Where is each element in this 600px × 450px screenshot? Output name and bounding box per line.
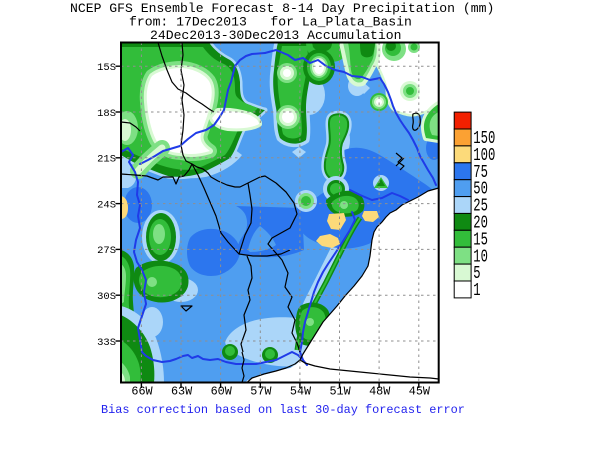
svg-text:20: 20 [473, 214, 488, 234]
svg-text:57W: 57W [250, 385, 272, 399]
svg-text:15: 15 [473, 230, 488, 250]
svg-text:50: 50 [473, 180, 488, 200]
svg-text:Bias correction based on last: Bias correction based on last 30-day for… [101, 403, 465, 417]
svg-text:45W: 45W [409, 385, 431, 399]
svg-text:NCEP GFS Ensemble Forecast 8-1: NCEP GFS Ensemble Forecast 8-14 Day Prec… [70, 1, 494, 16]
svg-text:1: 1 [473, 281, 480, 301]
svg-text:from: 17Dec2013 for La_Plata: from: 17Dec2013 for La_Plata_Basin [129, 14, 412, 29]
svg-text:10: 10 [473, 247, 488, 267]
svg-text:48W: 48W [369, 385, 391, 399]
svg-text:54W: 54W [290, 385, 312, 399]
svg-text:60W: 60W [211, 385, 233, 399]
svg-text:51W: 51W [329, 385, 351, 399]
svg-text:63W: 63W [171, 385, 193, 399]
svg-text:18S: 18S [97, 108, 116, 120]
svg-text:25: 25 [473, 197, 488, 217]
svg-text:24Dec2013-30Dec2013 Accumulati: 24Dec2013-30Dec2013 Accumulation [150, 28, 401, 43]
svg-text:75: 75 [473, 163, 488, 183]
svg-text:33S: 33S [97, 337, 116, 349]
svg-text:66W: 66W [131, 385, 153, 399]
svg-text:21S: 21S [97, 154, 116, 166]
svg-text:24S: 24S [97, 199, 116, 211]
svg-text:30S: 30S [97, 291, 116, 303]
svg-text:5: 5 [473, 264, 480, 284]
svg-text:15S: 15S [97, 62, 116, 74]
svg-text:100: 100 [473, 146, 495, 166]
svg-text:150: 150 [473, 129, 495, 149]
svg-text:27S: 27S [97, 245, 116, 257]
